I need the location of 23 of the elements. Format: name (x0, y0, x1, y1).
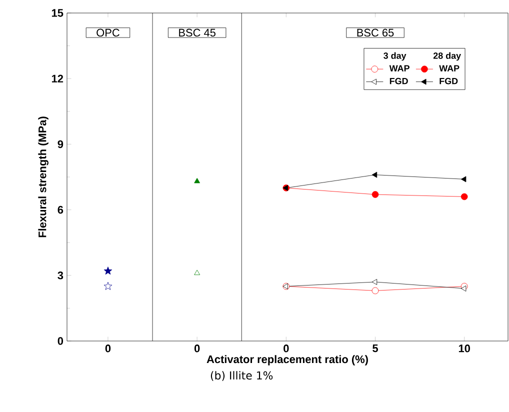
annotation: BSC 45 (179, 28, 216, 37)
x-axis-title: Activator replacement ratio (%) (206, 355, 368, 366)
y-tick-label: 6 (58, 206, 64, 214)
legend-label: FGD (440, 78, 458, 84)
x-tick-label: 0 (194, 344, 200, 352)
annotation: BSC 65 (357, 28, 394, 37)
x-tick-label: 10 (458, 344, 470, 352)
legend-label: WAP (389, 65, 410, 72)
y-tick-label: 0 (58, 337, 64, 345)
text: (b) Illite 1% (210, 371, 273, 381)
y-tick-label: 15 (52, 9, 64, 17)
legend-label: WAP (439, 65, 460, 72)
x-tick-label: 0 (105, 344, 111, 352)
y-tick-label: 9 (58, 140, 64, 148)
legend-label: FGD (390, 78, 408, 84)
annotation: OPC (96, 28, 120, 37)
y-tick-label: 3 (58, 272, 64, 280)
x-tick-label: 5 (372, 344, 378, 352)
y-axis-title: Flexural strength (MPa) (38, 116, 48, 238)
x-tick-label: 0 (284, 344, 289, 352)
annotation: 28 day (433, 52, 461, 61)
annotation: 3 day (384, 52, 406, 61)
y-tick-label: 12 (52, 74, 64, 82)
